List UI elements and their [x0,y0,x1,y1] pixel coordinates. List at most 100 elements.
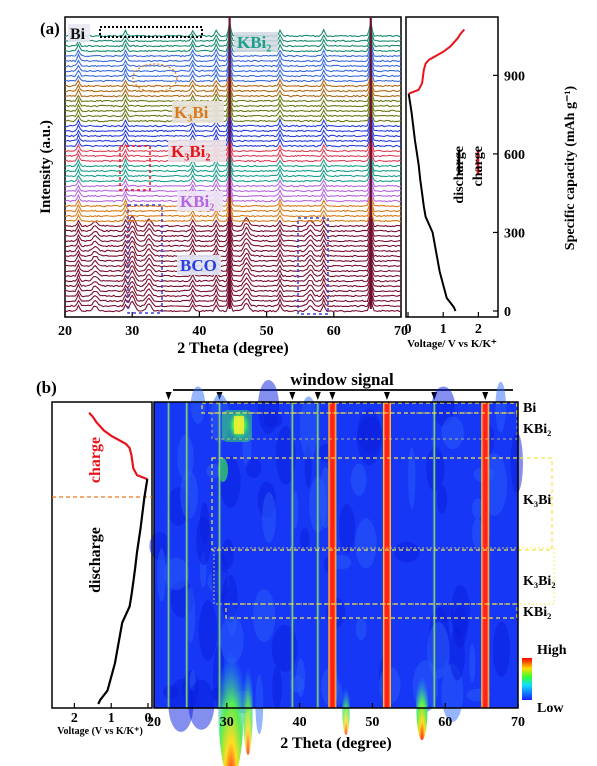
xrd-x-tick-label: 30 [125,324,139,339]
heatmap-texture-cell [188,679,215,730]
xrd-pattern [64,71,402,88]
xrd-pattern [64,206,402,223]
legend-charge: charge [471,146,486,186]
xrd-pattern [64,246,401,263]
xrd-pattern [65,106,402,123]
xrd-pattern [64,156,402,173]
xrd-pattern [64,261,402,278]
xrd-pattern [64,251,402,268]
panel-a-label: (a) [40,19,60,38]
xrd-pattern-lines [64,17,402,313]
heatmap-window-line [432,402,437,708]
heatmap-texture-cell [255,674,264,735]
xrd-pattern [64,186,402,203]
heatmap-texture-cell [472,518,483,548]
xrd-pattern [64,282,402,298]
heatmap-texture-cell [492,621,510,678]
heatmap-x-tick-label: 50 [365,715,379,730]
heatmap-x-tick-label: 30 [220,715,234,730]
phase-label-kbi2: KBi₂ [180,192,214,211]
voltage-x-label: Voltage/ V vs K/K⁺ [407,338,497,350]
heatmap-window-line [290,402,295,708]
xrd-x-ticks: 20 30 40 50 60 70 [58,312,408,339]
heatmap-texture-cell [355,618,367,641]
heatmap-texture-cell [272,666,282,709]
colorbar-low-label: Low [537,701,564,716]
heatmap-x-tick-label: 70 [511,715,525,730]
heatmap-phase-labels: Bi KBi₂ K₃Bi K₃Bi₂ KBi₂ [523,401,556,620]
xrd-pattern [64,37,402,53]
heatmap-texture-cell [252,589,276,643]
capacity-ticks: 0 300 600 900 [493,69,525,320]
discharge-curve-b [97,478,149,705]
voltage-profile-tick-label: 1 [108,711,115,726]
k3bi2-dashed-box [119,145,151,191]
xrd-pattern [64,81,402,98]
xrd-pattern [64,136,402,153]
b-phase-k3bi: K₃Bi [523,493,551,508]
heatmap-texture-cell [198,600,218,661]
charge-curve [408,28,466,95]
heatmap-window-line [217,402,222,708]
phase-label-k3bi2: K₃Bi₂ [171,142,210,161]
xrd-pattern [65,126,402,143]
heatmap-strong-line [481,402,490,708]
xrd-pattern [64,216,402,233]
xrd-pattern [64,101,402,118]
xrd-pattern [64,161,402,178]
xrd-x-tick-label: 60 [327,324,341,339]
heatmap-texture-cell [338,503,356,554]
xrd-pattern [64,241,402,258]
xrd-pattern [64,116,402,133]
xrd-x-tick-label: 20 [58,324,72,339]
b-phase-kbi2: KBi₂ [523,605,551,620]
voltage-tick-label: 1 [440,322,447,337]
colorbar-gradient [522,658,532,700]
b-phase-bi: Bi [523,401,536,416]
voltage-tick-label: 0 [405,322,412,337]
xrd-pattern [64,236,402,253]
xrd-pattern [64,91,401,108]
capacity-tick-label: 600 [504,148,525,163]
xrd-pattern [64,177,402,193]
capacity-voltage-plot: discharge charge 0 300 600 900 0 1 2 Voltage/… [405,16,578,350]
operando-heatmap: 20 30 40 50 60 70 2 Theta (degree) [147,379,555,766]
heatmap-texture-cell [510,432,523,493]
voltage-profile-x-label: Voltage (V vs K/K⁺) [57,726,143,737]
heatmap-texture-cell [472,498,484,519]
xrd-pattern [65,291,402,308]
heatmap-texture-cell [190,386,206,424]
xrd-x-tick-label: 40 [192,324,206,339]
xrd-pattern [64,266,402,283]
heatmap-texture-cell [408,447,416,509]
heatmap-x-tick-label: 60 [438,715,452,730]
xrd-x-label: 2 Theta (degree) [177,340,288,357]
capacity-tick-label: 900 [504,69,525,84]
window-arrow [383,392,390,400]
bco-dashed-box-2 [297,217,329,315]
window-arrow [314,392,321,400]
xrd-pattern [64,96,402,113]
heatmap-window-line [184,402,189,708]
xrd-pattern [64,201,402,218]
xrd-pattern [64,141,401,158]
heatmap-texture-cell [350,463,367,496]
discharge-curve [407,93,457,312]
heatmap-window-line [315,402,320,708]
xrd-pattern [64,256,402,273]
xrd-pattern [64,211,402,228]
heatmap-texture-cell [495,381,506,433]
xrd-pattern [64,66,402,83]
window-arrow [329,392,336,400]
heatmap-texture-cell [263,410,283,428]
window-arrow [482,392,489,400]
xrd-pattern [64,231,402,248]
heatmap-texture-cell [299,528,310,550]
xrd-pattern [64,276,402,293]
charge-label: charge [87,437,104,483]
voltage-profile-plot: charge discharge 2 1 0 Voltage (V vs K/K⁺) [51,401,153,737]
window-arrow [165,392,172,400]
heatmap-texture-cell [437,485,448,514]
xrd-pattern [64,27,402,43]
xrd-pattern [64,47,401,63]
